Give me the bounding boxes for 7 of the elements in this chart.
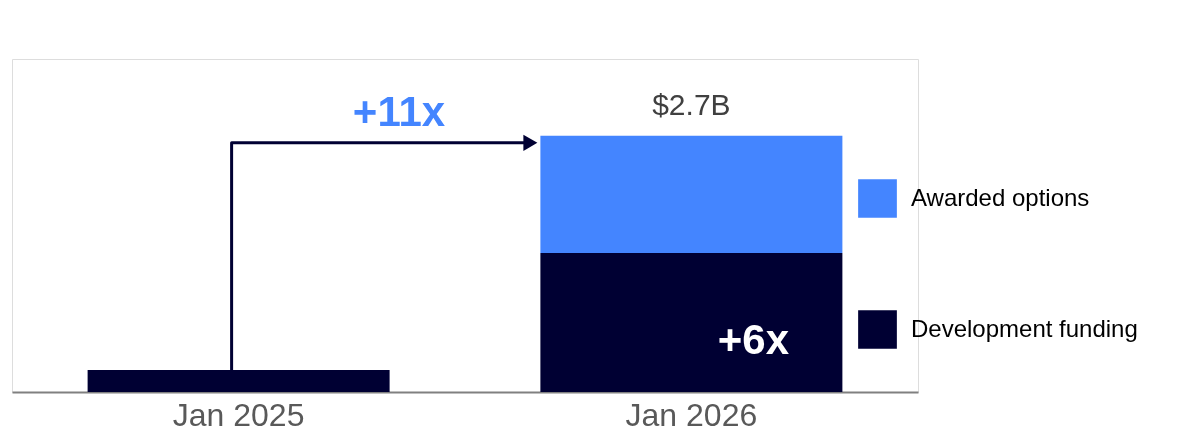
text: $2.7B xyxy=(652,87,731,121)
text: +11x xyxy=(352,87,446,135)
x-tick-label: Jan 2026 xyxy=(625,396,758,433)
x-tick-label: Jan 2025 xyxy=(172,396,305,433)
annotation: +6x xyxy=(717,315,790,363)
legend-label: Development funding xyxy=(911,314,1138,342)
legend-label: Awarded options xyxy=(911,183,1090,211)
